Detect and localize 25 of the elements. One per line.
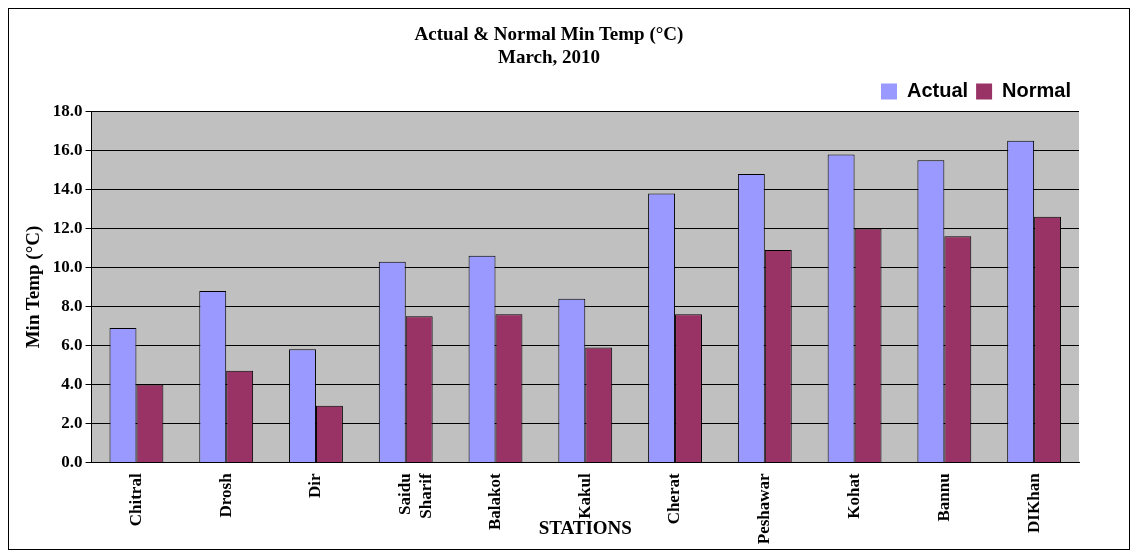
chart-title: Actual & Normal Min Temp (°C) <box>414 23 684 46</box>
y-tick-label: 12.0 <box>52 217 83 237</box>
x-tick-label: Saidu Sharif <box>395 473 435 519</box>
y-tick-label: 10.0 <box>52 256 83 276</box>
y-tick-label: 18.0 <box>52 100 83 120</box>
x-tick-label: DIKhan <box>1023 472 1043 533</box>
x-tick-label: Drosh <box>215 472 235 518</box>
y-tick-label: 6.0 <box>61 334 83 354</box>
x-tick-label: Chitral <box>125 473 145 527</box>
legend-label: Actual <box>906 79 969 102</box>
y-tick-label: 2.0 <box>61 412 83 432</box>
y-tick-label: 8.0 <box>61 295 83 315</box>
y-tick-label: 0.0 <box>61 451 83 471</box>
x-tick-label: Peshawar <box>754 472 774 545</box>
y-tick-label: 14.0 <box>52 178 83 198</box>
y-axis-title: Min Temp (°C) <box>22 225 45 349</box>
x-tick-label: Cherat <box>664 473 684 525</box>
y-tick-label: 4.0 <box>61 373 83 393</box>
y-tick-label: 16.0 <box>52 139 83 159</box>
x-tick-label: Kohat <box>843 473 863 519</box>
x-tick-label: Bannu <box>933 473 953 522</box>
x-tick-label: Dir <box>305 472 325 498</box>
legend-label: Normal <box>1002 79 1071 102</box>
chart-subtitle: March, 2010 <box>497 46 601 68</box>
x-tick-label: Balakot <box>484 473 504 531</box>
